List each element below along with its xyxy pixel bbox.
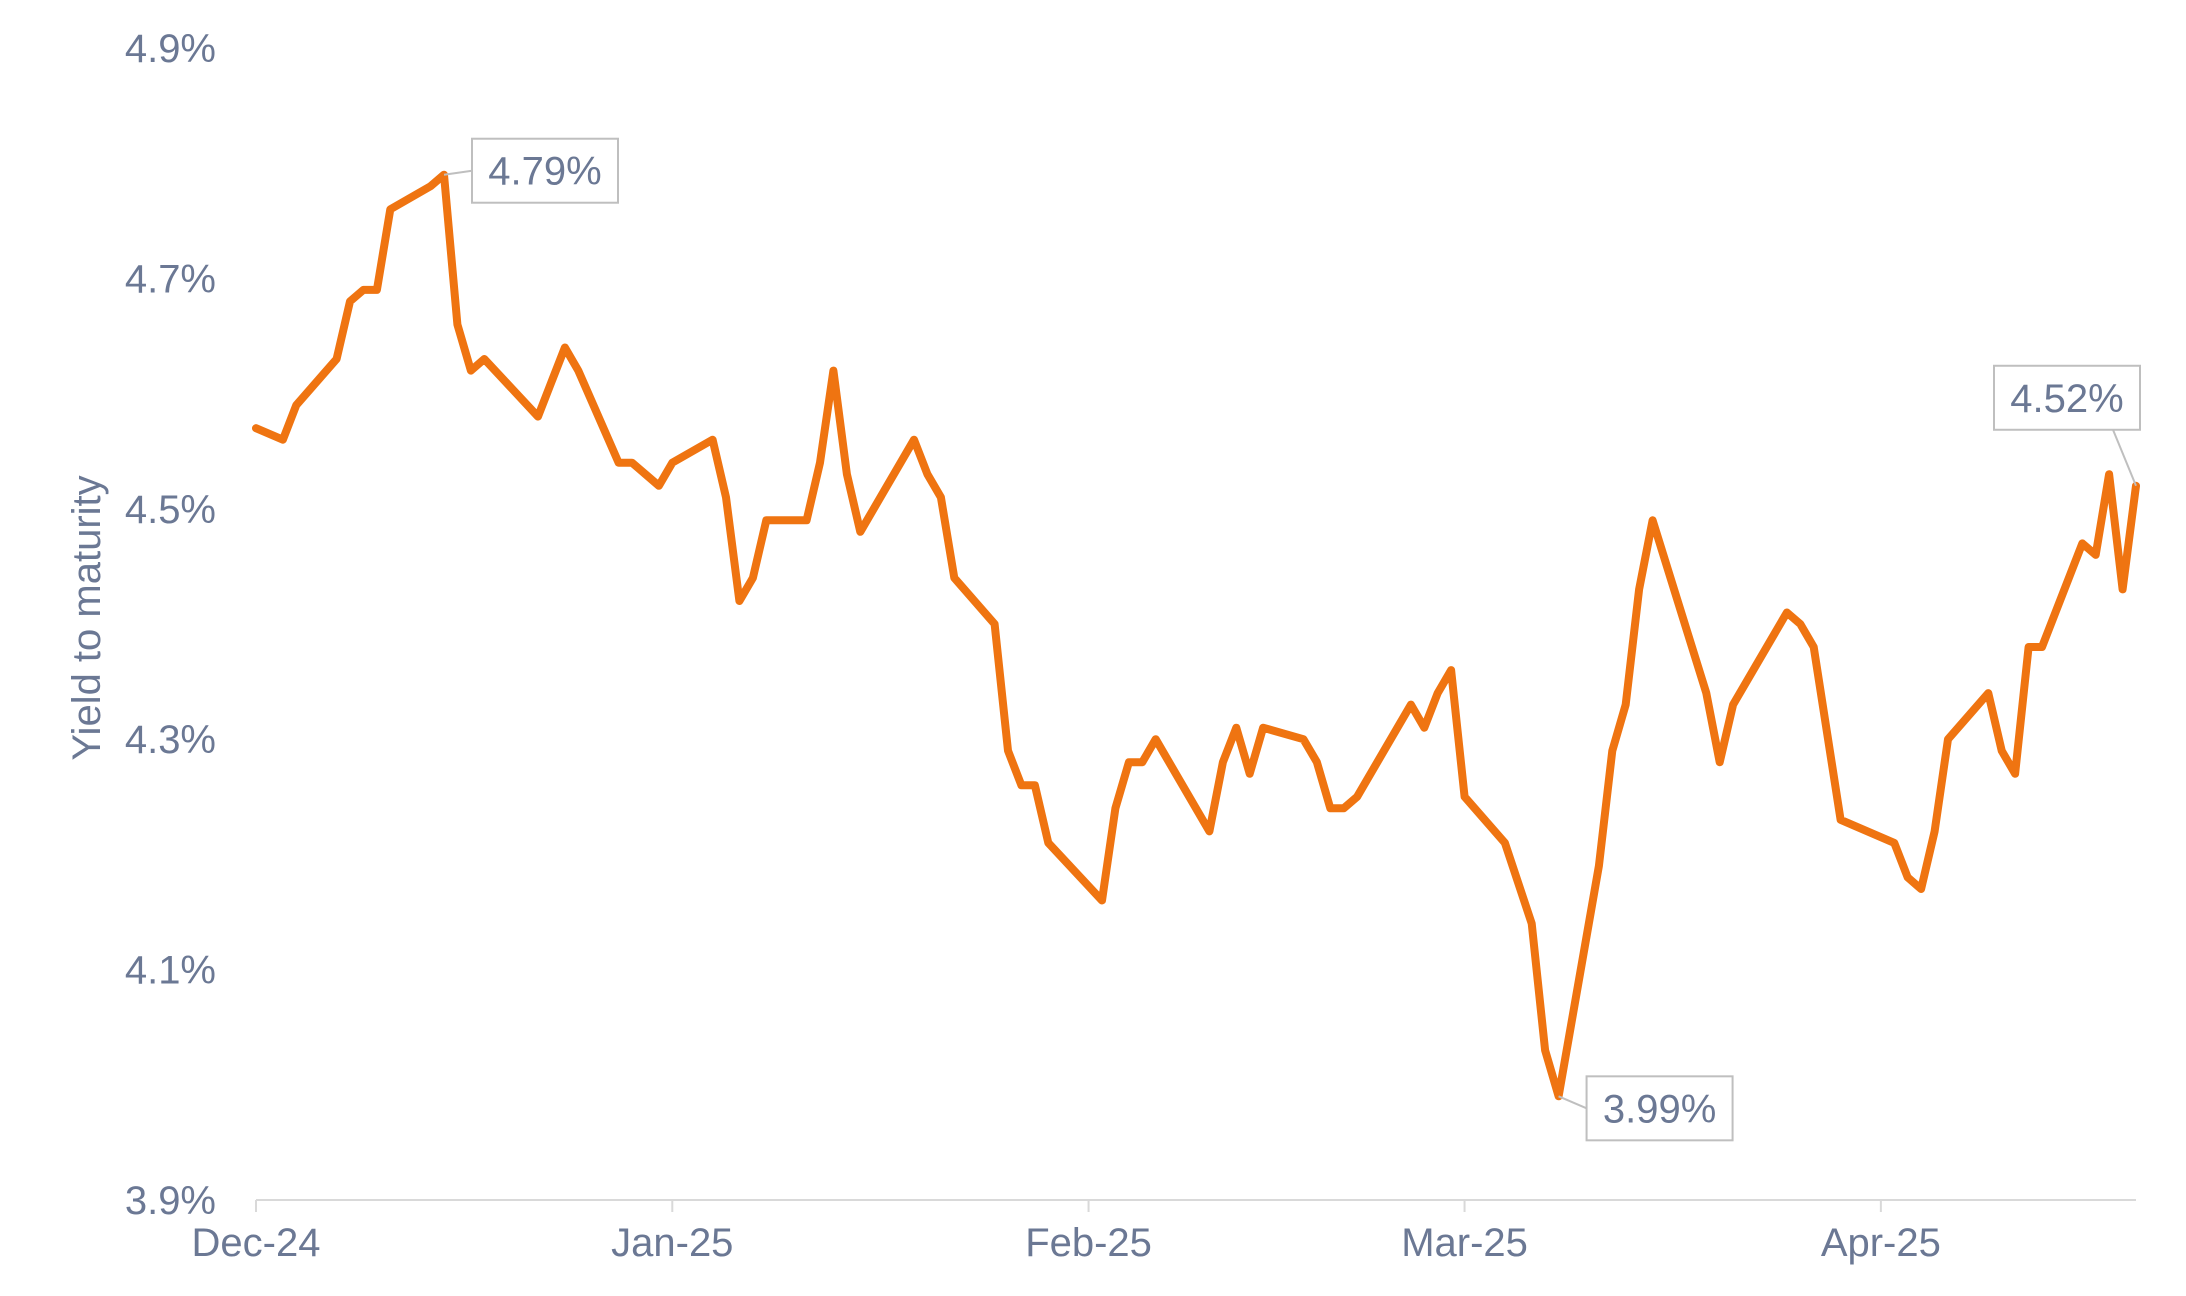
value-callout: 3.99% (1558, 1075, 1734, 1142)
callout-label: 4.52% (2010, 377, 2123, 421)
x-tick-label: Feb-25 (1025, 1221, 1152, 1265)
callout-label: 3.99% (1603, 1087, 1716, 1131)
x-axis-ticks: Dec-24 Jan-25 Feb-25 Mar-25 Apr-25 (192, 1200, 1941, 1265)
y-tick-label: 4.5% (125, 488, 216, 532)
callouts: 4.79% 3.99% 4.52% (443, 137, 2141, 1142)
value-callout: 4.52% (1993, 364, 2141, 487)
callout-leader (443, 169, 473, 176)
callout-leader (2112, 429, 2137, 487)
y-axis-ticks: 3.9% 4.1% 4.3% 4.5% 4.7% 4.9% (125, 27, 216, 1223)
y-tick-label: 4.3% (125, 718, 216, 762)
series-layer (252, 170, 2140, 1101)
callout-box (1993, 364, 2141, 431)
series-line (252, 170, 2140, 1101)
callout-box (1585, 1075, 1734, 1142)
callout-box (471, 137, 619, 204)
x-tick-label: Mar-25 (1401, 1221, 1528, 1265)
y-axis-title: Yield to maturity (65, 475, 109, 760)
callout-leader (1558, 1095, 1587, 1110)
y-tick-label: 3.9% (125, 1179, 216, 1223)
callout-label: 4.79% (488, 150, 601, 194)
x-tick-label: Jan-25 (611, 1221, 733, 1265)
x-tick-label: Apr-25 (1821, 1221, 1941, 1265)
x-tick-label: Dec-24 (192, 1221, 321, 1265)
value-callout: 4.79% (443, 137, 619, 204)
y-tick-label: 4.9% (125, 27, 216, 71)
y-tick-label: 4.7% (125, 257, 216, 301)
y-tick-label: 4.1% (125, 949, 216, 993)
